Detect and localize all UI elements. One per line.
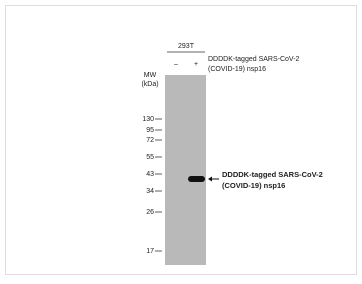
mw-label: (kDa) xyxy=(141,81,158,88)
band-label: DDDDK-tagged SARS-CoV-2 xyxy=(222,170,323,179)
band-label: (COVID-19) nsp16 xyxy=(222,181,285,190)
mw-label: MW xyxy=(144,72,157,79)
marker-label: 72 xyxy=(146,137,154,144)
page: 293T – + DDDDK-tagged SARS-CoV-2 (COVID-… xyxy=(0,0,362,279)
lane-label: + xyxy=(194,61,198,68)
lane-label: – xyxy=(174,61,178,68)
marker-label: 43 xyxy=(146,171,154,178)
gel-lane xyxy=(165,75,206,265)
marker-label: 17 xyxy=(146,248,154,255)
figure: 293T – + DDDDK-tagged SARS-CoV-2 (COVID-… xyxy=(0,0,362,279)
marker-label: 55 xyxy=(146,154,154,161)
marker-label: 26 xyxy=(146,209,154,216)
marker-label: 95 xyxy=(146,127,154,134)
marker-label: 34 xyxy=(146,188,154,195)
cell-line: 293T xyxy=(178,43,195,50)
construct: (COVID-19) nsp16 xyxy=(208,66,266,73)
construct: DDDDK-tagged SARS-CoV-2 xyxy=(208,56,300,63)
marker-label: 130 xyxy=(142,116,154,123)
band xyxy=(188,176,205,182)
